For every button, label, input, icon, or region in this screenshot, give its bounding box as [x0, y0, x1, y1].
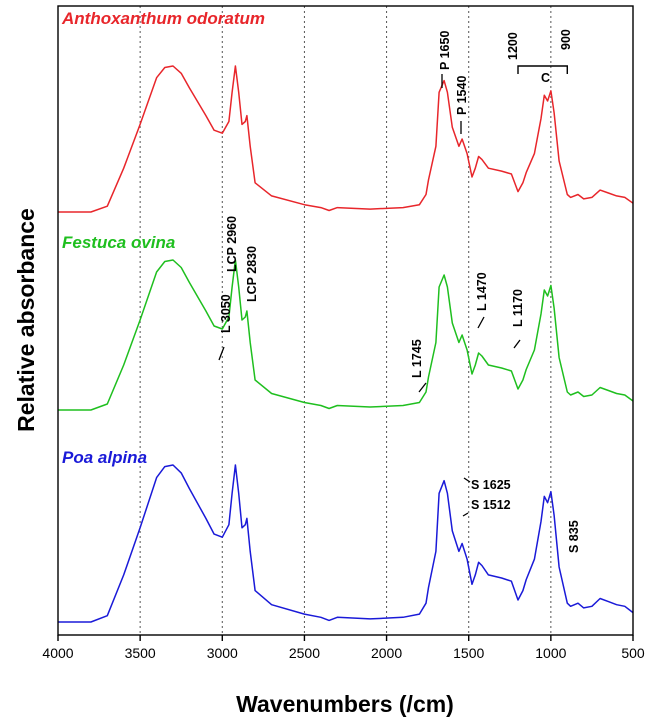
x-tick-label-1500: 1500: [453, 645, 484, 661]
annotation-leader-11: [463, 477, 471, 483]
annotation-label-1: P 1540: [455, 76, 469, 115]
annotation-label-7: LCP 2830: [245, 246, 259, 302]
annotation-label-8: L 1745: [410, 339, 424, 378]
annotation-label-3: 900: [559, 29, 573, 50]
annotation-label-4: C: [541, 71, 550, 85]
annotation-leader-10: [513, 339, 521, 349]
series-line-0: [58, 65, 634, 213]
x-tick-label-3000: 3000: [207, 645, 238, 661]
annotation-label-12: S 1512: [471, 498, 511, 512]
x-tick-label-2500: 2500: [289, 645, 320, 661]
spectra-series: Anthoxanthum odoratum Festuca ovina Poa al…: [58, 9, 634, 623]
series-line-2: [58, 464, 634, 623]
series-name-1: Festuca ovina: [62, 233, 175, 252]
cellulose-bracket: [517, 65, 568, 74]
annotation-label-5: L 3050: [219, 294, 233, 333]
x-axis-ticks: 4000 3500 3000 2500 2000 1500 1000 500: [42, 635, 645, 661]
y-axis-title: Relative absorbance: [13, 208, 39, 432]
annotation-label-6: LCP 2960: [225, 216, 239, 272]
x-tick-label-1000: 1000: [535, 645, 566, 661]
annotation-leader-9: [477, 316, 485, 329]
x-tick-label-3500: 3500: [125, 645, 156, 661]
plot-frame: [57, 5, 634, 636]
annotation-leader-12: [462, 512, 469, 517]
annotation-label-13: S 835: [567, 520, 581, 553]
series-line-1: [58, 259, 634, 411]
annotation-label-9: L 1470: [475, 272, 489, 311]
annotation-label-2: 1200: [506, 32, 520, 60]
series-name-0: Anthoxanthum odoratum: [61, 9, 265, 28]
annotation-label-10: L 1170: [511, 289, 525, 327]
x-tick-label-500: 500: [621, 645, 645, 661]
annotation-leader-8: [418, 382, 427, 393]
x-axis-title: Wavenumbers (/cm): [236, 691, 454, 717]
x-tick-label-4000: 4000: [42, 645, 73, 661]
annotation-leader-5: [218, 346, 225, 361]
series-name-2: Poa alpina: [62, 448, 147, 467]
gridlines: [139, 6, 552, 635]
x-tick-label-2000: 2000: [371, 645, 402, 661]
annotation-label-11: S 1625: [471, 478, 511, 492]
annotation-label-0: P 1650: [438, 31, 452, 70]
